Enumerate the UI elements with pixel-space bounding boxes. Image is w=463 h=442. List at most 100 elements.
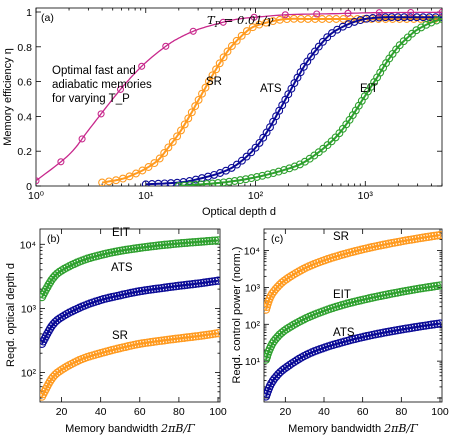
series-c-sr-point (404, 235, 413, 245)
series-b-sr-point (185, 332, 195, 342)
series-b-ats-point (177, 281, 186, 290)
x-tick-label: 80 (173, 406, 185, 418)
panel-a-note-line-2: adiabatic memories (52, 79, 152, 91)
series-b-eit-point (121, 245, 130, 255)
series-c-ats-point (373, 329, 382, 338)
series-b-sr-point (174, 334, 183, 343)
y-tick-label: 10⁴ (20, 239, 36, 251)
series-a-eit-point (247, 174, 256, 183)
series-b-sr-point (213, 329, 220, 338)
series-c-ats-point (387, 327, 397, 336)
series-a-optimal-point (250, 13, 258, 21)
series-a-ats (141, 13, 442, 186)
series-a-optimal-point (438, 8, 442, 16)
series-a-optimal-line (36, 11, 442, 182)
series-b-sr (40, 329, 220, 401)
series-c-eit (264, 281, 442, 364)
series-b-eit-point (194, 237, 203, 247)
series-b-ats-point (185, 280, 195, 289)
series-b-eit-point (213, 236, 220, 245)
series-a-ats-point (299, 62, 308, 71)
series-c-ats-point (382, 328, 391, 337)
panel-a: 10⁰ 10¹ 10² 10³ 0 0.2 0.4 0.6 0.8 1 (a) TP = 0.01… (2, 7, 443, 218)
series-a-eit-point (438, 15, 442, 23)
series-b-eit-point (174, 239, 183, 248)
series-b-eit-point (143, 242, 153, 251)
series-a-eit-point (427, 18, 436, 27)
series-b-sr-point (160, 336, 169, 345)
series-b-eit-point (154, 241, 164, 250)
series-a-sr-point (215, 59, 224, 68)
series-c-eit-point (418, 283, 428, 293)
series-b-sr-point (163, 335, 172, 345)
panel-c-ylabel: Reqd. control power (norm.) (231, 247, 243, 384)
series-b-ats-point (140, 286, 150, 295)
series-a-sr-point (187, 108, 196, 117)
panel-b-ticks: 20 40 60 80 100 10² 10³ 10⁴ (20, 229, 227, 418)
series-b-ats-point (154, 284, 164, 293)
series-c-eit-point (398, 287, 408, 296)
series-c-sr-point (407, 235, 416, 244)
series-c-sr-point (396, 237, 405, 246)
series-a-eit-point (214, 179, 222, 186)
series-a-eit-point (197, 180, 206, 186)
series-a-optimal (36, 8, 442, 185)
series-a-sr-point (232, 36, 241, 45)
series-c-eit-point (396, 287, 405, 297)
series-label-eit: EIT (360, 83, 378, 95)
series-b-sr-point (143, 338, 152, 347)
series-a-ats-point (362, 14, 371, 23)
series-a-sr-point (242, 27, 251, 36)
panel-b-ylabel: Reqd. optical depth d (5, 263, 17, 367)
y-tick-label: 0.6 (17, 77, 32, 89)
series-a-sr-point (184, 114, 193, 123)
series-a-ats-point (314, 42, 323, 51)
series-a-eit-point (422, 20, 431, 29)
series-b-ats-point (138, 286, 147, 296)
series-a-sr-point (212, 65, 221, 74)
series-c-sr-point (390, 238, 399, 247)
series-b-ats-point (126, 288, 136, 298)
series-a-sr-point (227, 42, 236, 50)
y-tick-label: 10¹ (245, 356, 261, 368)
series-b-eit-point (146, 242, 155, 251)
panel-a-top-annotation: TP = 0.01/γ (207, 13, 273, 29)
series-a-eit-point (230, 177, 239, 185)
series-c-sr-point (433, 231, 442, 240)
series-b-eit (40, 236, 220, 302)
series-a-sr-point (173, 132, 182, 141)
panel-c-xlabel: Memory bandwidth 2πB/Γ (288, 422, 418, 435)
panel-c-series-label-eit: EIT (333, 289, 351, 301)
panel-a-xlabel: Optical depth d (202, 206, 276, 218)
series-c-sr-point (413, 234, 422, 243)
panel-c-ticks: 20 40 60 80 100 10¹ 10² 10³ 10⁴ (244, 229, 449, 418)
series-a-sr-point (219, 53, 228, 62)
series-b-ats-point (191, 279, 200, 288)
series-b-eit-point (157, 240, 167, 250)
series-b-eit-point (135, 243, 144, 253)
series-a-sr-point (208, 71, 217, 80)
series-c-ats-point (416, 322, 425, 331)
series-c-sr-point (387, 238, 396, 248)
series-b-ats-point (146, 285, 155, 294)
series-b-ats-point (174, 281, 183, 290)
series-c-ats-point (384, 327, 394, 336)
series-b-sr-point (137, 339, 147, 348)
series-b-ats (40, 276, 220, 348)
x-tick-label: 100 (431, 406, 449, 418)
x-tick-label: 100 (209, 406, 227, 418)
series-a-optimal-point (78, 135, 86, 143)
series-a-ats-point (303, 57, 312, 66)
series-a-optimal-point (407, 8, 415, 17)
series-b-sr-point (205, 330, 214, 339)
series-a-sr-point (155, 154, 164, 163)
series-a-optimal-point (138, 62, 146, 70)
series-a-eit-point (290, 162, 299, 171)
series-a-eit-point (395, 41, 404, 50)
series-a-sr-point (138, 166, 147, 175)
series-b-ats-point (182, 280, 192, 289)
series-a-sr-point (194, 95, 203, 104)
series-b-sr-point (199, 331, 209, 340)
series-b-eit-point (141, 242, 150, 252)
series-b-sr-point (135, 339, 144, 349)
